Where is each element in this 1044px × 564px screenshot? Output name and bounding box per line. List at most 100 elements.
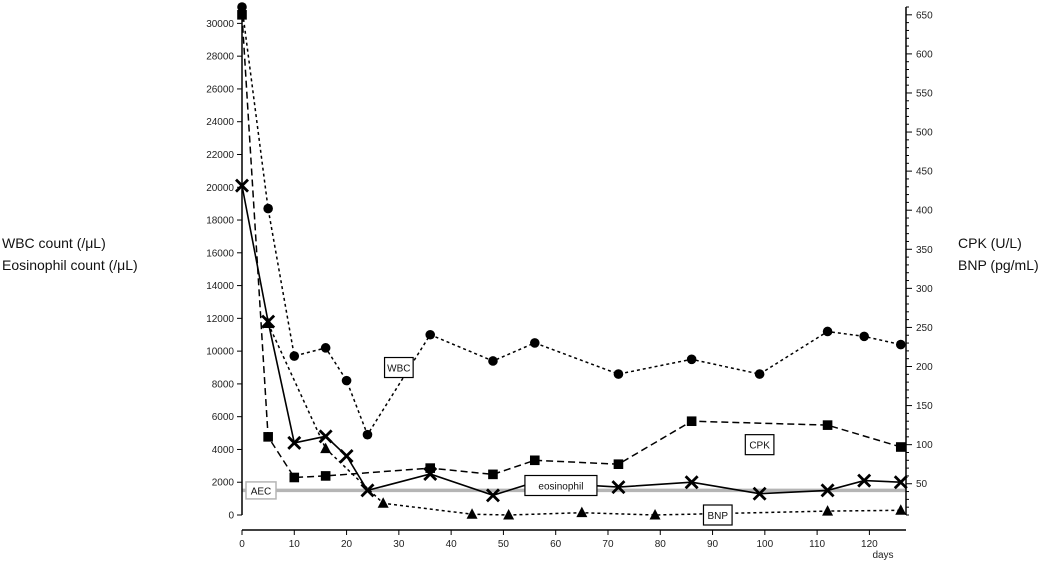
x-axis-tick-label: 50 [498, 539, 510, 550]
left-axis-tick-label: 0 [228, 511, 234, 522]
bnp-label-box [702, 504, 733, 526]
cpk-point [263, 432, 273, 442]
x-axis-tick-label: 110 [809, 539, 825, 550]
right-axis-tick-label: 200 [916, 362, 933, 373]
bnp-point [377, 497, 389, 508]
labels-layer: WBC eosinophil CPK BNP [383, 356, 775, 526]
wbc-point [488, 356, 498, 366]
right-axis-tick-label: 50 [916, 479, 928, 490]
wbc-point [320, 343, 331, 353]
x-axis-tick-label: 80 [655, 539, 667, 550]
left-axis-tick-label: 22000 [206, 150, 234, 161]
left-axis-title-line-2: Eosinophil count (/μL) [2, 257, 138, 273]
cpk-point [488, 469, 498, 480]
left-axis-tick-label: 14000 [206, 281, 234, 292]
wbc-point [754, 369, 765, 379]
right-axis-title-line-2: BNP (pg/mL) [958, 257, 1039, 273]
eosinophil-point [360, 483, 375, 498]
wbc-point [859, 331, 869, 342]
x-axis-tick-label: 30 [393, 539, 405, 550]
wbc-point [425, 329, 436, 340]
left-axis-tick-label: 28000 [206, 52, 234, 63]
left-axis-tick-label: 30000 [206, 19, 234, 30]
wbc-point [362, 429, 373, 440]
wbc-point [613, 369, 624, 379]
wbc-point [237, 2, 247, 12]
left-axis-tick-label: 2000 [212, 478, 235, 489]
x-axis-tick-label: 0 [239, 539, 245, 550]
eosinophil-point [820, 483, 835, 498]
bnp-label: BNP [707, 511, 728, 522]
left-axis-tick-label: 4000 [212, 445, 235, 456]
x-axis-tick-label: 70 [602, 539, 614, 550]
wbc-label-box [383, 356, 414, 379]
wbc-series-line [241, 6, 901, 437]
x-axis-tick-label: 20 [341, 539, 353, 550]
x-axis-tick-label: 120 [861, 539, 878, 550]
left-axis-tick-label: 26000 [206, 84, 234, 95]
left-axis-tick-label: 24000 [206, 117, 234, 128]
wbc-point [529, 338, 540, 348]
left-axis-tick-label: 20000 [206, 183, 234, 194]
wbc-point [895, 339, 906, 350]
cpk-point [425, 463, 436, 473]
eosinophil-label: eosinophil [538, 482, 583, 493]
cpk-point [895, 442, 906, 452]
eosinophil-point [752, 486, 767, 501]
series-layer [235, 2, 908, 520]
left-axis-tick-label: 16000 [206, 248, 234, 259]
bnp-point [466, 508, 478, 519]
bnp-point [576, 506, 588, 518]
right-axis-tick-label: 100 [916, 440, 933, 451]
cpk-label-box [744, 434, 775, 456]
eosinophil-point [485, 488, 500, 503]
left-axis-tick-label: 6000 [212, 412, 235, 423]
left-axis-tick-label: 12000 [206, 314, 234, 325]
right-axis-tick-label: 600 [916, 49, 933, 60]
cpk-point [289, 472, 300, 483]
axes-layer: 0200040006000800010000120001400016000180… [206, 6, 933, 550]
right-axis-tick-label: 400 [916, 206, 933, 217]
right-axis-title-line-1: CPK (U/L) [958, 235, 1022, 251]
right-axis-tick-label: 150 [916, 401, 933, 412]
x-axis-tick-label: 40 [446, 539, 458, 550]
cpk-point [237, 10, 247, 20]
right-axis-tick-label: 350 [916, 245, 933, 256]
cpk-point [529, 455, 540, 466]
bnp-point [320, 442, 332, 454]
eosinophil-series-line [241, 185, 901, 497]
left-axis-tick-label: 8000 [212, 379, 235, 390]
eosinophil-point [893, 475, 908, 490]
x-axis-tick-label: 60 [550, 539, 562, 550]
right-axis-tick-label: 250 [916, 323, 933, 334]
x-axis-tick-label: 10 [289, 539, 301, 550]
bnp-point [895, 504, 907, 515]
eosinophil-point [287, 435, 302, 450]
left-axis-tick-label: 10000 [206, 347, 234, 358]
bnp-point [503, 509, 515, 520]
eosinophil-label-box [524, 474, 598, 497]
bnp-point [822, 505, 834, 516]
cpk-label: CPK [749, 441, 770, 452]
x-axis-label: days [872, 550, 893, 561]
wbc-point [341, 375, 352, 386]
right-axis-tick-label: 550 [916, 88, 933, 99]
wbc-point [263, 203, 273, 214]
eosinophil-point [857, 473, 872, 488]
aec-label-box [245, 481, 277, 500]
bnp-point [262, 317, 274, 329]
wbc-point [289, 351, 300, 361]
right-axis-tick-label: 650 [916, 10, 933, 21]
eosinophil-point [684, 475, 699, 490]
x-axis-tick-label: 100 [756, 539, 773, 550]
right-axis-tick-label: 450 [916, 167, 933, 178]
wbc-point [822, 326, 833, 337]
x-axis-tick-label: 90 [707, 539, 719, 550]
cpk-point [613, 459, 624, 469]
right-axis-tick-label: 300 [916, 284, 933, 295]
aec-label: AEC [251, 486, 272, 497]
left-axis-tick-label: 18000 [206, 216, 234, 227]
cpk-point [320, 471, 331, 481]
right-axis-tick-label: 500 [916, 128, 933, 139]
